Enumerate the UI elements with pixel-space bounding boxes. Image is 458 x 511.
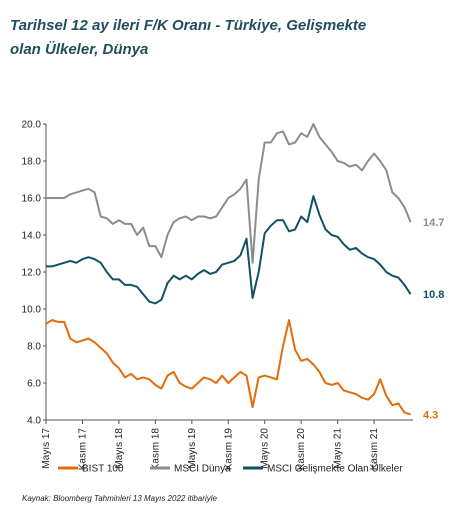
chart-title-line2: olan Ülkeler, Dünya xyxy=(10,41,149,58)
y-tick-label: 4.0 xyxy=(27,416,41,427)
end-value-label: 10.8 xyxy=(423,289,444,301)
y-tick-label: 20.0 xyxy=(22,120,42,131)
chart-title: Tarihsel 12 ay ileri F/K Oranı - Türkiye… xyxy=(10,14,450,62)
source-note: Kaynak: Bloomberg Tahminleri 13 Mayıs 20… xyxy=(22,494,217,503)
x-tick-label: Kasım 19 xyxy=(223,428,234,471)
series-line-2 xyxy=(46,195,412,305)
y-tick-label: 12.0 xyxy=(22,268,42,279)
legend-label: MSCI Dünya xyxy=(174,464,231,475)
legend-label: MSCI Gelişmekte Olan Ülkeler xyxy=(267,463,403,475)
x-tick-label: Mayıs 20 xyxy=(260,428,271,469)
end-value-label: 14.7 xyxy=(423,217,444,229)
x-tick-label: Kasım 17 xyxy=(77,428,88,471)
y-tick-label: 10.0 xyxy=(22,305,42,316)
x-tick-label: Kasım 21 xyxy=(369,428,380,471)
series-line-0 xyxy=(45,319,411,416)
legend-label: BIST 100 xyxy=(82,464,124,475)
chart-legend: BIST 100 MSCI Dünya MSCI Gelişmekte Olan Ü… xyxy=(58,463,403,475)
x-tick-label: Kasım 20 xyxy=(296,428,307,471)
end-value-label: 4.3 xyxy=(423,409,438,421)
chart-axes: 4.0 6.0 8.0 10.0 12.0 14.0 16.0 18.0 20.0 Mayıs 1… xyxy=(22,120,413,471)
chart-title-line1: Tarihsel 12 ay ileri F/K Oranı - Türkiye… xyxy=(10,17,367,34)
y-tick-label: 6.0 xyxy=(27,379,41,390)
y-tick-label: 8.0 xyxy=(27,342,41,353)
x-tick-label: Mayıs 19 xyxy=(187,428,198,469)
series-line-1 xyxy=(46,123,412,264)
chart-series xyxy=(45,123,412,416)
x-tick-label: Mayıs 21 xyxy=(333,428,344,469)
y-tick-label: 18.0 xyxy=(22,157,42,168)
y-tick-label: 14.0 xyxy=(22,231,42,242)
line-chart: 4.0 6.0 8.0 10.0 12.0 14.0 16.0 18.0 20.0 Mayıs 1… xyxy=(22,120,445,475)
y-tick-label: 16.0 xyxy=(22,194,42,205)
x-tick-label: Mayıs 17 xyxy=(41,428,52,469)
x-tick-label: Kasım 18 xyxy=(150,428,161,471)
chart-end-labels: 4.3 14.7 10.8 xyxy=(423,217,444,421)
x-tick-label: Mayıs 18 xyxy=(114,428,125,469)
